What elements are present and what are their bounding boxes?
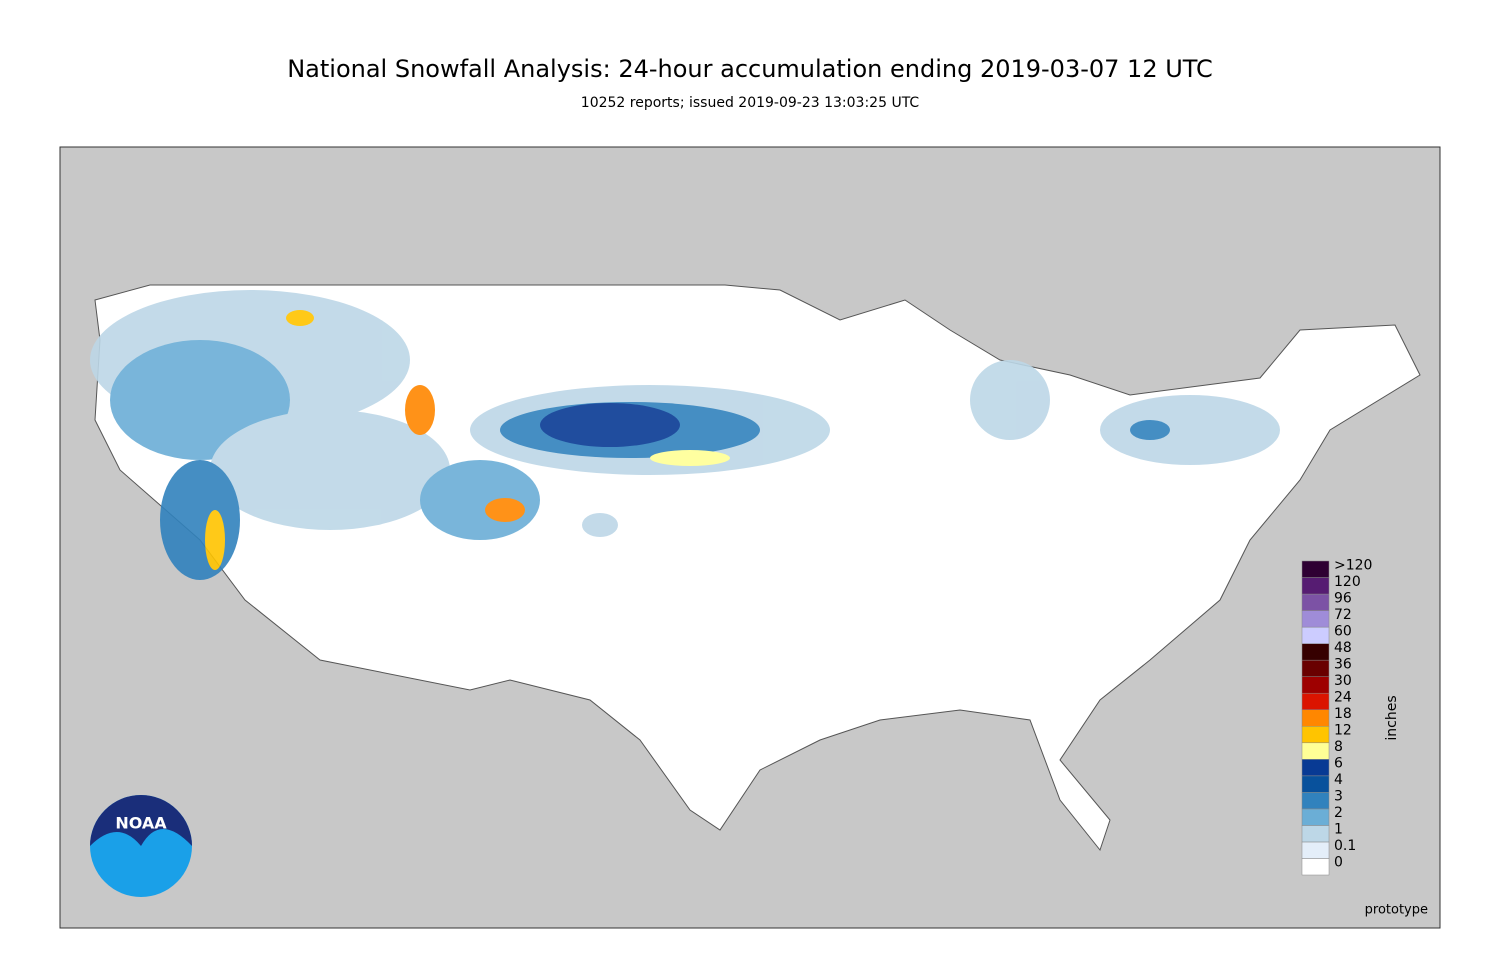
logo-text: NOAA: [115, 814, 167, 833]
colorbar-box: [1301, 726, 1330, 744]
colorbar-label: 30: [1334, 673, 1352, 689]
colorbar-label: 8: [1334, 739, 1343, 755]
colorbar-label: 96: [1334, 590, 1352, 606]
colorbar-box: [1301, 692, 1330, 710]
colorbar-box: [1301, 742, 1330, 760]
colorbar-box: [1301, 775, 1330, 793]
colorbar-label: 60: [1334, 623, 1352, 639]
colorbar-box: [1301, 676, 1330, 694]
colorbar-box: [1301, 577, 1330, 595]
colorbar-box: [1301, 626, 1330, 644]
colorbar-label: 48: [1334, 640, 1352, 656]
colorbar-label: >120: [1334, 557, 1372, 573]
snow-field: [90, 290, 1280, 580]
subtitle: 10252 reports; issued 2019-09-23 13:03:2…: [581, 95, 920, 111]
footnote: prototype: [1365, 903, 1428, 918]
colorbar-box: [1301, 792, 1330, 810]
colorbar-box: [1301, 808, 1330, 826]
noaa-logo: NOAA: [90, 795, 192, 897]
colorbar-label: 6: [1334, 756, 1343, 772]
colorbar-box: [1301, 593, 1330, 611]
colorbar-label: 1: [1334, 822, 1343, 838]
colorbar-label: 3: [1334, 789, 1343, 805]
colorbar-label: 0.1: [1334, 838, 1356, 854]
map: NOAA prototype: [59, 146, 1441, 929]
colorbar-box: [1301, 643, 1330, 661]
colorbar-box: [1301, 610, 1330, 628]
colorbar-box: [1301, 560, 1330, 578]
colorbar-label: 24: [1334, 689, 1352, 705]
colorbar-label: 120: [1334, 574, 1361, 590]
colorbar: 00.1123468121824303648607296120>120inche…: [1301, 557, 1400, 876]
colorbar-box: [1301, 825, 1330, 843]
colorbar-label: 2: [1334, 805, 1343, 821]
colorbar-label: 72: [1334, 607, 1352, 623]
colorbar-label: 0: [1334, 855, 1343, 871]
colorbar-box: [1301, 858, 1330, 876]
colorbar-box: [1301, 659, 1330, 677]
colorbar-box: [1301, 841, 1330, 859]
colorbar-box: [1301, 709, 1330, 727]
colorbar-label: 18: [1334, 706, 1352, 722]
title: National Snowfall Analysis: 24-hour accu…: [287, 55, 1213, 83]
colorbar-box: [1301, 759, 1330, 777]
colorbar-title: inches: [1384, 695, 1400, 740]
colorbar-label: 36: [1334, 656, 1352, 672]
colorbar-label: 12: [1334, 723, 1352, 739]
colorbar-label: 4: [1334, 772, 1343, 788]
